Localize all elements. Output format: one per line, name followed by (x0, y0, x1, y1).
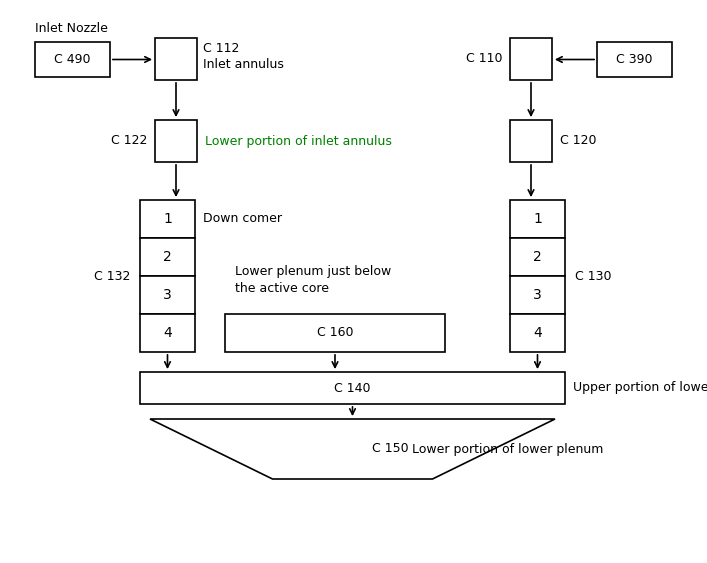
Bar (155, 38, 197, 80)
Text: C 122: C 122 (110, 135, 147, 148)
Bar (140, 238, 195, 276)
Text: the active core: the active core (235, 283, 329, 296)
Bar (35, 42, 110, 77)
Bar (510, 238, 565, 276)
Text: Upper portion of lower plenum: Upper portion of lower plenum (573, 382, 707, 395)
Text: Inlet Nozzle: Inlet Nozzle (35, 22, 108, 35)
Bar (510, 120, 552, 162)
Bar (225, 314, 445, 352)
Text: 4: 4 (533, 326, 542, 340)
Bar (510, 276, 565, 314)
Text: C 132: C 132 (93, 270, 130, 283)
Text: Down comer: Down comer (203, 212, 282, 226)
Text: C 490: C 490 (54, 53, 90, 66)
Text: C 160: C 160 (317, 327, 354, 339)
Text: 2: 2 (533, 250, 542, 264)
Text: C 110: C 110 (465, 52, 502, 65)
Bar (140, 200, 195, 238)
Text: C 140: C 140 (334, 382, 370, 395)
Text: 3: 3 (533, 288, 542, 302)
Text: Lower portion of inlet annulus: Lower portion of inlet annulus (205, 135, 392, 148)
Text: 2: 2 (163, 250, 172, 264)
Text: 3: 3 (163, 288, 172, 302)
Text: Lower portion of lower plenum: Lower portion of lower plenum (412, 443, 604, 455)
Bar (510, 314, 565, 352)
Bar (510, 200, 565, 238)
Polygon shape (150, 419, 555, 479)
Bar (510, 38, 552, 80)
Bar (140, 276, 195, 314)
Text: C 112: C 112 (203, 42, 240, 55)
Bar (155, 120, 197, 162)
Bar (597, 42, 672, 77)
Text: Inlet annulus: Inlet annulus (203, 57, 284, 70)
Text: 4: 4 (163, 326, 172, 340)
Text: Lower plenum just below: Lower plenum just below (235, 265, 391, 278)
Bar (140, 372, 565, 404)
Text: C 130: C 130 (575, 270, 612, 283)
Text: C 120: C 120 (560, 135, 597, 148)
Text: C 150: C 150 (373, 443, 409, 455)
Text: 1: 1 (533, 212, 542, 226)
Text: C 390: C 390 (617, 53, 653, 66)
Text: 1: 1 (163, 212, 172, 226)
Bar (140, 314, 195, 352)
